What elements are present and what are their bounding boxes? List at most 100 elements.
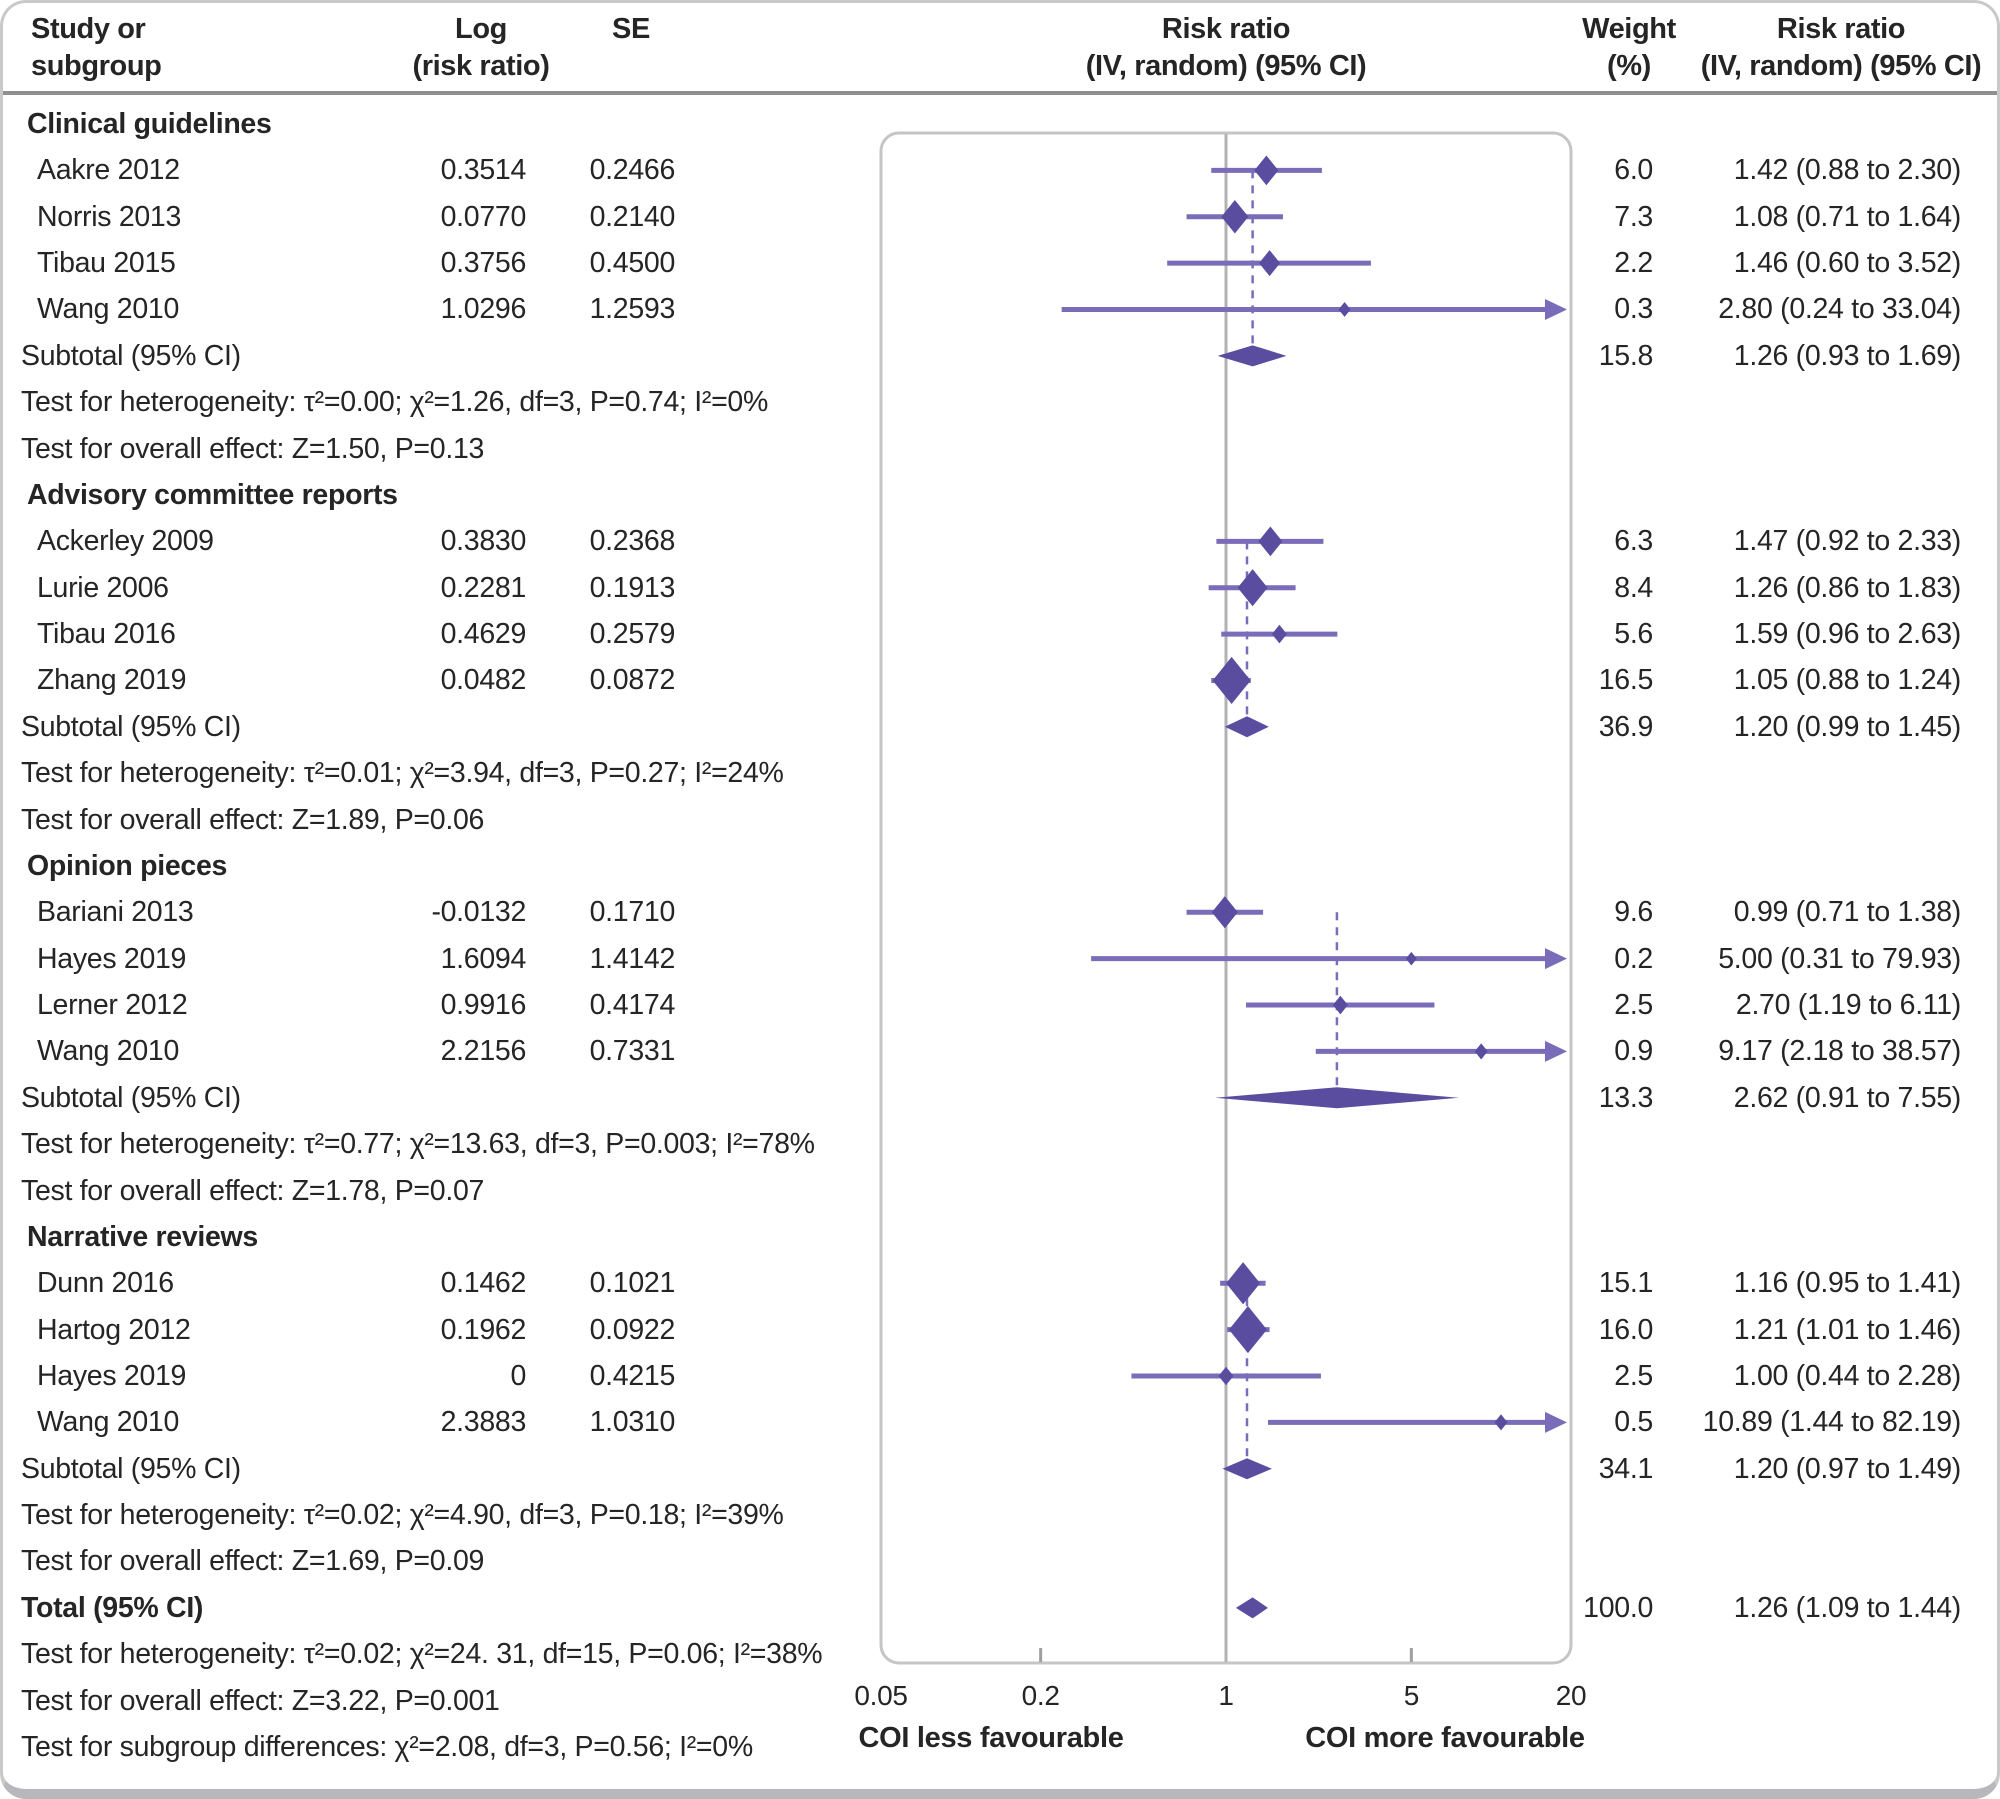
study-se-value: 0.0872 (589, 664, 676, 697)
study-name: Aakre 2012 (37, 154, 180, 187)
study-name: Dunn 2016 (37, 1267, 174, 1299)
study-rr-ci-value: 1.00 (0.44 to 2.28) (1733, 1359, 1962, 1392)
study-log-value: 2.3883 (440, 1406, 527, 1439)
study-weight-value: 2.2 (1614, 246, 1653, 279)
group-header: Opinion pieces (27, 849, 228, 882)
study-name: Lerner 2012 (37, 988, 188, 1021)
study-weight-value: 16.0 (1598, 1313, 1654, 1346)
study-name: Hartog 2012 (37, 1313, 191, 1346)
study-se-value: 0.1021 (589, 1267, 676, 1299)
study-se-value: 0.1913 (589, 571, 676, 604)
study-rr-ci-value: 1.47 (0.92 to 2.33) (1733, 525, 1962, 558)
axis-tick-label: 0.05 (854, 1680, 907, 1711)
col-header-log-line1: Log (455, 13, 507, 45)
point-estimate-diamond (1332, 995, 1348, 1015)
study-log-value: 0.4629 (440, 617, 527, 650)
point-estimate-diamond (1228, 1306, 1267, 1354)
total-label: Total (95% CI) (21, 1591, 204, 1624)
col-header-rr-plot-line2: (IV, random) (95% CI) (1085, 50, 1367, 82)
study-rr-ci-value: 1.21 (1.01 to 1.46) (1733, 1313, 1962, 1346)
study-se-value: 0.0922 (589, 1313, 676, 1346)
study-se-value: 0.2579 (589, 617, 676, 650)
study-weight-value: 16.5 (1598, 664, 1654, 697)
study-rr-ci-value: 2.70 (1.19 to 6.11) (1735, 988, 1961, 1021)
study-se-value: 0.4174 (589, 988, 676, 1021)
subtotal-diamond (1215, 1087, 1459, 1109)
study-se-value: 1.2593 (589, 293, 676, 326)
study-log-value: 1.6094 (440, 942, 527, 975)
col-header-rr-text-line2: (IV, random) (95% CI) (1700, 50, 1982, 82)
study-name: Lurie 2006 (37, 571, 169, 604)
study-log-value: 0.3756 (440, 246, 527, 279)
col-header-se-label: SE (612, 13, 650, 45)
study-se-value: 0.2368 (589, 525, 676, 558)
study-log-value: 0.3830 (440, 525, 527, 558)
subtotal-weight-value: 34.1 (1598, 1452, 1654, 1485)
subtotal-label: Subtotal (95% CI) (21, 339, 241, 372)
study-weight-value: 0.5 (1614, 1406, 1653, 1439)
study-se-value: 0.2140 (589, 200, 676, 233)
axis-tick-label: 20 (1556, 1680, 1587, 1711)
subtotal-rr-ci-value: 2.62 (0.91 to 7.55) (1733, 1081, 1962, 1114)
study-rr-ci-value: 10.89 (1.44 to 82.19) (1702, 1406, 1962, 1439)
study-weight-value: 9.6 (1614, 896, 1653, 929)
axis-tick-label: 5 (1404, 1680, 1419, 1711)
study-weight-value: 8.4 (1614, 571, 1653, 604)
study-weight-value: 5.6 (1614, 617, 1653, 650)
col-header-log-line2: (risk ratio) (412, 50, 550, 82)
col-header-study: Study or subgroup (31, 11, 162, 85)
col-header-study-line1: Study or (31, 13, 146, 45)
point-estimate-diamond (1405, 951, 1417, 966)
study-weight-value: 0.2 (1614, 942, 1653, 975)
total-overall-effect-note: Test for overall effect: Z=3.22, P=0.001 (21, 1684, 500, 1717)
study-rr-ci-value: 1.59 (0.96 to 2.63) (1733, 617, 1962, 650)
total-heterogeneity-note: Test for heterogeneity: τ²=0.02; χ²=24. … (21, 1637, 823, 1670)
study-log-value: 0.0770 (440, 200, 527, 233)
group-header: Clinical guidelines (27, 107, 272, 140)
study-rr-ci-value: 0.99 (0.71 to 1.38) (1733, 896, 1962, 929)
study-name: Wang 2010 (37, 1406, 180, 1439)
study-log-value: 0.1462 (440, 1267, 527, 1299)
study-weight-value: 7.3 (1614, 200, 1653, 233)
subtotal-rr-ci-value: 1.20 (0.97 to 1.49) (1733, 1452, 1962, 1485)
study-name: Hayes 2019 (37, 1359, 187, 1392)
study-name: Norris 2013 (37, 200, 182, 233)
study-log-value: 0.1962 (440, 1313, 527, 1346)
point-estimate-diamond (1211, 896, 1238, 929)
study-rr-ci-value: 1.05 (0.88 to 1.24) (1733, 664, 1962, 697)
overall-effect-note: Test for overall effect: Z=1.69, P=0.09 (21, 1545, 485, 1578)
study-se-value: 0.2466 (589, 154, 676, 187)
study-rr-ci-value: 5.00 (0.31 to 79.93) (1718, 942, 1961, 975)
study-se-value: 0.7331 (589, 1035, 676, 1068)
study-weight-value: 6.0 (1614, 154, 1653, 187)
axis-label-left: COI less favourable (858, 1722, 1123, 1754)
axis-tick-label: 0.2 (1022, 1680, 1060, 1711)
subtotal-weight-value: 36.9 (1598, 710, 1654, 743)
col-header-rr-plot: Risk ratio (IV, random) (95% CI) (1086, 11, 1367, 85)
subtotal-label: Subtotal (95% CI) (21, 710, 241, 743)
heterogeneity-note: Test for heterogeneity: τ²=0.77; χ²=13.6… (21, 1127, 815, 1160)
study-rr-ci-value: 1.42 (0.88 to 2.30) (1733, 154, 1962, 187)
study-name: Wang 2010 (37, 1035, 180, 1068)
subtotal-label: Subtotal (95% CI) (21, 1452, 241, 1485)
col-header-se: SE (612, 11, 650, 48)
study-se-value: 0.1710 (589, 896, 676, 929)
subtotal-weight-value: 15.8 (1598, 339, 1654, 372)
total-rr-ci-value: 1.26 (1.09 to 1.44) (1733, 1591, 1962, 1624)
point-estimate-diamond (1218, 1366, 1234, 1386)
axis-tick-label: 1 (1218, 1680, 1233, 1711)
study-name: Ackerley 2009 (37, 525, 214, 558)
overall-effect-note: Test for overall effect: Z=1.78, P=0.07 (21, 1174, 485, 1207)
subtotal-rr-ci-value: 1.26 (0.93 to 1.69) (1733, 339, 1962, 372)
col-header-log: Log (risk ratio) (412, 11, 549, 85)
subtotal-diamond (1217, 345, 1287, 367)
point-estimate-diamond (1271, 624, 1287, 644)
study-log-value: -0.0132 (431, 896, 526, 929)
col-header-rr-plot-line1: Risk ratio (1161, 13, 1291, 45)
point-estimate-diamond (1474, 1043, 1488, 1060)
point-estimate-diamond (1258, 526, 1283, 557)
study-se-value: 1.4142 (589, 942, 676, 975)
col-header-weight: Weight (%) (1582, 11, 1676, 85)
point-estimate-diamond (1259, 250, 1281, 277)
